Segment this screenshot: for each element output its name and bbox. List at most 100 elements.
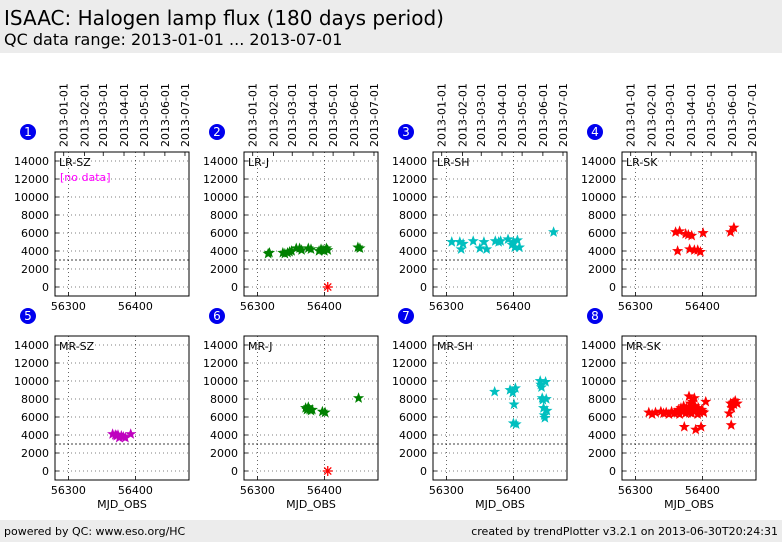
date-tick-label: 2013-05-01 — [705, 83, 718, 147]
data-point — [548, 226, 560, 237]
y-tick-label: 8000 — [588, 209, 616, 222]
date-tick-label: 2013-02-01 — [456, 83, 469, 147]
panel-label: MR-SH — [437, 340, 473, 353]
x-tick-label: 56400 — [118, 300, 153, 313]
data-point — [125, 428, 137, 439]
date-tick-label: 2013-05-01 — [516, 83, 529, 147]
y-tick-label: 4000 — [399, 245, 427, 258]
data-point — [481, 243, 493, 254]
y-tick-label: 14000 — [14, 155, 49, 168]
x-tick-label: 56400 — [496, 300, 531, 313]
y-tick-label: 12000 — [392, 173, 427, 186]
y-tick-label: 0 — [231, 465, 238, 478]
data-point — [511, 234, 523, 245]
y-tick-label: 6000 — [588, 227, 616, 240]
data-point — [723, 407, 735, 419]
y-tick-label: 14000 — [203, 339, 238, 352]
x-axis-label: MJD_OBS — [97, 498, 147, 511]
data-point — [513, 241, 526, 253]
y-tick-label: 6000 — [210, 227, 238, 240]
panel-number-badge — [209, 308, 225, 324]
panel-frame-3 — [432, 151, 568, 297]
date-tick-label: 2013-05-01 — [138, 83, 151, 147]
no-data-note: [no data] — [60, 171, 111, 184]
y-tick-label: 0 — [420, 465, 427, 478]
panel-number: 6 — [213, 309, 221, 323]
data-point — [509, 382, 521, 393]
date-tick-label: 2013-03-01 — [97, 83, 110, 147]
y-tick-label: 14000 — [581, 155, 616, 168]
panel-number: 8 — [591, 309, 599, 323]
y-tick-label: 12000 — [203, 357, 238, 370]
outlier-point — [322, 282, 333, 292]
date-tick-label: 2013-06-01 — [348, 83, 361, 147]
data-point — [263, 246, 276, 258]
panel-label: LR-SK — [626, 156, 658, 169]
data-point — [495, 235, 507, 246]
date-tick-label: 2013-01-01 — [625, 83, 638, 147]
y-tick-label: 4000 — [210, 429, 238, 442]
data-point — [478, 236, 490, 247]
y-tick-label: 2000 — [210, 263, 238, 276]
y-tick-label: 10000 — [203, 375, 238, 388]
data-point — [724, 226, 737, 237]
data-point — [731, 397, 743, 409]
y-tick-label: 2000 — [210, 447, 238, 460]
y-tick-label: 4000 — [588, 429, 616, 442]
y-tick-label: 2000 — [588, 447, 616, 460]
y-tick-label: 2000 — [588, 263, 616, 276]
header: ISAAC: Halogen lamp flux (180 days perio… — [0, 0, 782, 53]
y-tick-label: 10000 — [392, 191, 427, 204]
y-tick-label: 0 — [609, 465, 616, 478]
y-tick-label: 2000 — [399, 447, 427, 460]
date-tick-label: 2013-04-01 — [496, 83, 509, 147]
outlier-point — [322, 466, 333, 476]
panel-number-badge — [398, 308, 414, 324]
x-axis-label: MJD_OBS — [286, 498, 336, 511]
y-tick-label: 8000 — [210, 393, 238, 406]
y-tick-label: 14000 — [392, 155, 427, 168]
panel-number: 3 — [402, 125, 410, 139]
panel-number: 2 — [213, 125, 221, 139]
data-point — [728, 221, 740, 233]
panel-number: 1 — [24, 125, 32, 139]
y-tick-label: 2000 — [21, 263, 49, 276]
x-tick-label: 56400 — [685, 300, 720, 313]
data-point — [322, 244, 334, 255]
y-tick-label: 8000 — [210, 209, 238, 222]
y-tick-label: 4000 — [588, 245, 616, 258]
date-tick-label: 2013-03-01 — [475, 83, 488, 147]
y-tick-label: 14000 — [581, 339, 616, 352]
panel-number-badge — [398, 124, 414, 140]
y-tick-label: 0 — [609, 281, 616, 294]
data-point — [455, 243, 467, 254]
date-tick-label: 2013-07-01 — [746, 83, 759, 147]
y-tick-label: 6000 — [588, 411, 616, 424]
y-tick-label: 6000 — [21, 411, 49, 424]
y-tick-label: 0 — [42, 465, 49, 478]
data-point — [674, 225, 686, 236]
panel-number-badge — [20, 124, 36, 140]
y-tick-label: 8000 — [21, 209, 49, 222]
data-point — [535, 381, 548, 393]
x-tick-label: 56300 — [240, 484, 275, 497]
date-tick-label: 2013-03-01 — [664, 83, 677, 147]
page-title: ISAAC: Halogen lamp flux (180 days perio… — [4, 6, 444, 30]
date-tick-label: 2013-01-01 — [436, 83, 449, 147]
data-point — [354, 242, 366, 254]
panel-number-badge — [587, 308, 603, 324]
y-tick-label: 6000 — [399, 411, 427, 424]
data-point — [698, 406, 710, 418]
date-tick-label: 2013-06-01 — [159, 83, 172, 147]
panel-frame-4 — [621, 151, 757, 297]
date-tick-label: 2013-07-01 — [179, 83, 192, 147]
date-tick-label: 2013-04-01 — [118, 83, 131, 147]
y-tick-label: 0 — [231, 281, 238, 294]
date-tick-label: 2013-06-01 — [726, 83, 739, 147]
data-point — [457, 237, 469, 249]
y-tick-label: 12000 — [581, 173, 616, 186]
data-point — [686, 229, 698, 241]
panel-label: MR-SK — [626, 340, 662, 353]
date-tick-label: 2013-01-01 — [58, 83, 71, 147]
